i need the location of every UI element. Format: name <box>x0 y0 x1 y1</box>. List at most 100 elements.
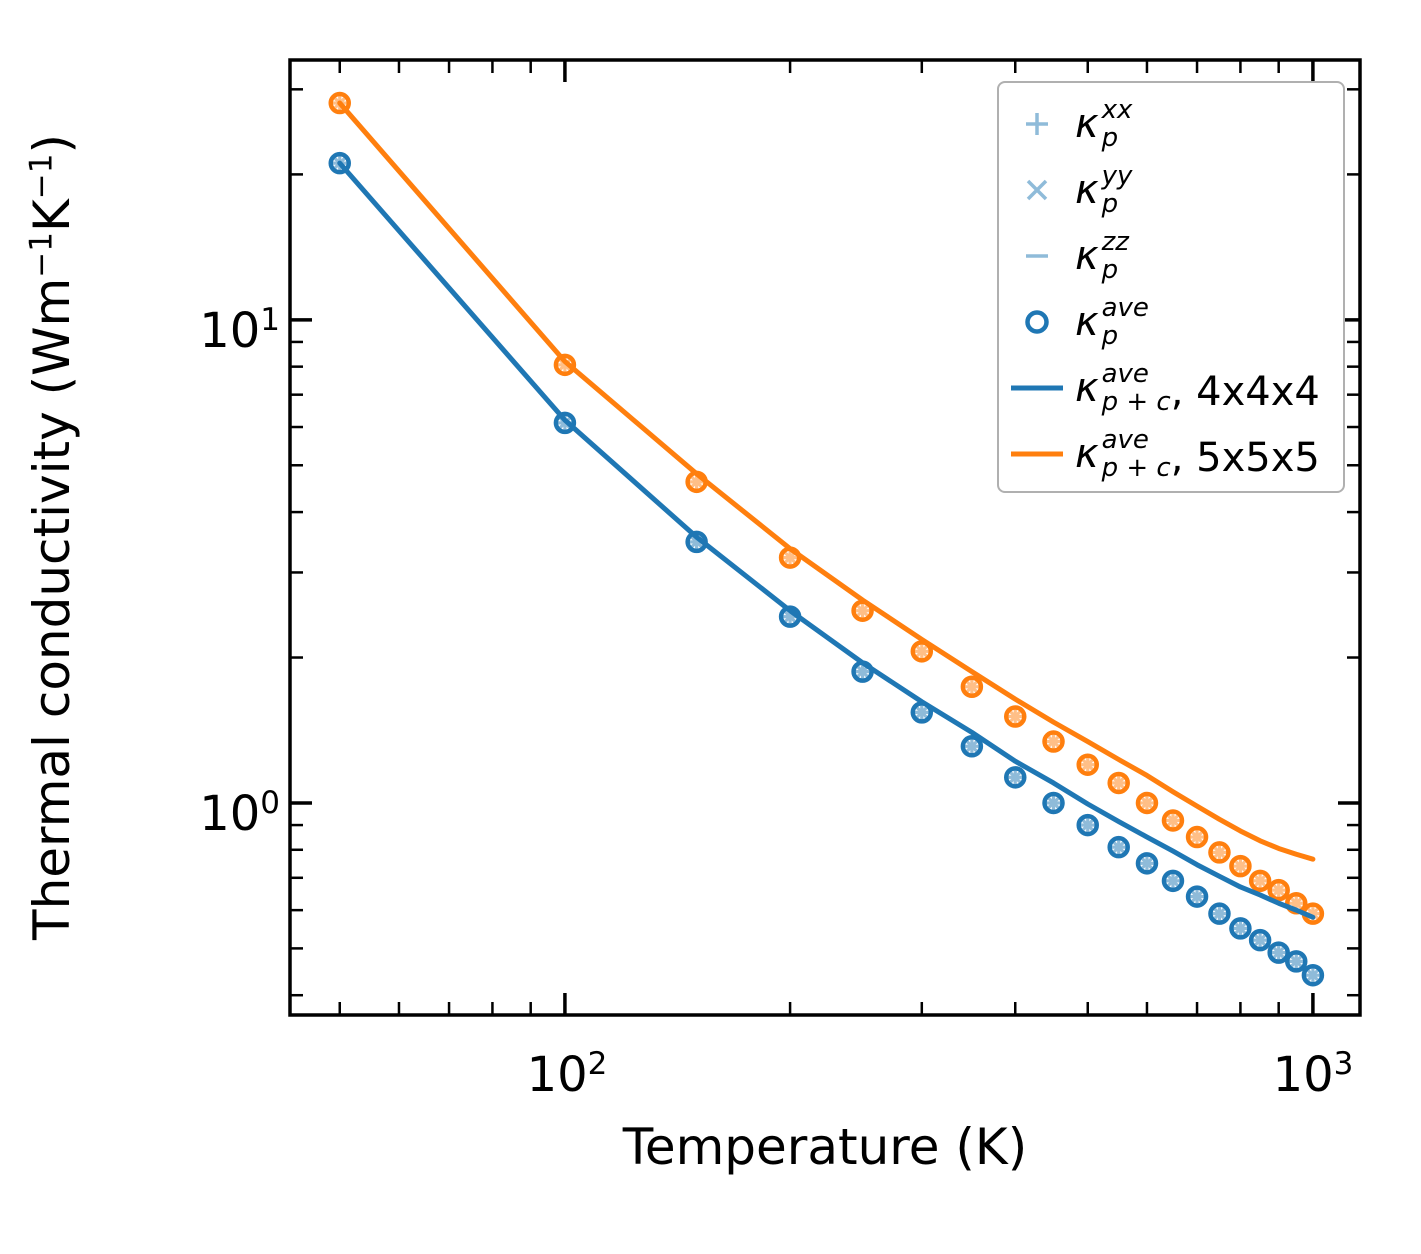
kappa-subscript: p <box>1101 321 1119 351</box>
legend-marker-cell <box>999 168 1075 212</box>
kappa-superscript: ave <box>1101 292 1149 323</box>
marker-components-star-5x5x5 <box>1047 735 1060 748</box>
marker-ave-circle-4x4x4 <box>1301 963 1325 987</box>
marker-ave-circle-5x5x5 <box>1042 730 1065 753</box>
marker-components-star-5x5x5 <box>1009 710 1022 723</box>
marker-components-star-5x5x5 <box>1166 814 1180 827</box>
legend-item-yy: κ yy p <box>999 157 1343 223</box>
kappa-superscript: yy <box>1101 160 1133 191</box>
marker-ave-circle-5x5x5 <box>328 91 352 115</box>
marker-components-star-5x5x5 <box>915 645 929 658</box>
kappa-symbol: κ <box>1075 101 1099 147</box>
marker-ave-circle-4x4x4 <box>1042 791 1065 815</box>
dash-marker-icon <box>1026 254 1048 258</box>
legend-item-ave: κ ave p <box>999 289 1343 355</box>
marker-ave-circle-5x5x5 <box>1135 791 1159 815</box>
marker-components-star-5x5x5 <box>1272 883 1285 897</box>
marker-ave-circle-4x4x4 <box>1135 852 1159 875</box>
kappa-subscript: p + c <box>1101 453 1171 483</box>
kappa-sup-sub-stack: ave p + c <box>1102 360 1171 416</box>
marker-ave-circle-5x5x5 <box>1004 705 1027 728</box>
y-axis-label: Thermal conductivity (Wm−1K−1) <box>23 134 81 940</box>
kappa-sup-sub-stack: ave p <box>1102 294 1149 350</box>
legend-item-label: κ ave p <box>1075 294 1149 350</box>
marker-ave-circle-4x4x4 <box>1161 869 1185 893</box>
marker-components-star-5x5x5 <box>965 680 979 693</box>
marker-ave-circle-5x5x5 <box>960 675 984 698</box>
legend-item-label: κ xx p <box>1075 96 1132 152</box>
marker-ave-circle-4x4x4 <box>328 151 352 175</box>
cross-marker-icon <box>1026 179 1048 201</box>
marker-components-star-5x5x5 <box>1112 776 1125 790</box>
legend-item-ave-5x5x5: κ ave p + c, 5x5x5 <box>999 421 1343 487</box>
legend-item-label: κ ave p + c, 4x4x4 <box>1075 360 1320 416</box>
marker-components-star-4x4x4 <box>1081 818 1094 832</box>
marker-ave-circle-4x4x4 <box>960 735 984 758</box>
marker-components-star-4x4x4 <box>1234 922 1247 935</box>
legend-marker-cell <box>999 102 1075 146</box>
legend-item-label: κ ave p + c, 5x5x5 <box>1075 426 1320 482</box>
marker-components-star-4x4x4 <box>1140 857 1154 870</box>
kappa-symbol: κ <box>1075 167 1099 213</box>
y-tick-label-1: 100 <box>199 785 280 842</box>
marker-components-star-4x4x4 <box>965 740 979 753</box>
marker-components-star-4x4x4 <box>1047 796 1060 810</box>
kappa-subscript: p <box>1101 123 1119 153</box>
marker-components-star-5x5x5 <box>1190 830 1204 844</box>
marker-ave-circle-4x4x4 <box>1185 885 1209 908</box>
kappa-subscript: p <box>1101 189 1119 219</box>
marker-components-star-5x5x5 <box>1213 846 1226 859</box>
marker-components-star-5x5x5 <box>1234 859 1247 873</box>
marker-components-star-4x4x4 <box>1272 946 1285 959</box>
marker-components-star-5x5x5 <box>856 604 869 617</box>
legend-box: κ xx p κ yy p κ zz p κ ave p κ ave p + c, 4x4x4 κ ave p +… <box>997 81 1345 493</box>
marker-ave-circle-4x4x4 <box>1267 941 1290 964</box>
kappa-sup-sub-stack: yy p <box>1102 162 1133 218</box>
legend-item-label: κ yy p <box>1075 162 1132 218</box>
marker-ave-circle-4x4x4 <box>1076 813 1099 837</box>
marker-components-star-4x4x4 <box>1213 907 1226 920</box>
legend-suffix: , 5x5x5 <box>1170 435 1320 481</box>
kappa-sup-sub-stack: ave p + c <box>1102 426 1171 482</box>
line-marker-icon <box>1011 385 1063 391</box>
marker-components-star-4x4x4 <box>1306 968 1320 982</box>
marker-components-star-5x5x5 <box>1253 874 1267 888</box>
marker-components-star-4x4x4 <box>1112 840 1125 854</box>
marker-ave-circle-4x4x4 <box>1107 835 1130 859</box>
marker-ave-circle-5x5x5 <box>1107 771 1130 795</box>
marker-ave-circle-4x4x4 <box>1229 917 1252 940</box>
kappa-superscript: zz <box>1101 226 1129 257</box>
kappa-subscript: p <box>1101 255 1119 285</box>
legend-item-ave-4x4x4: κ ave p + c, 4x4x4 <box>999 355 1343 421</box>
legend-item-xx: κ xx p <box>999 91 1343 157</box>
marker-ave-circle-5x5x5 <box>1208 841 1231 864</box>
x-axis-label: Temperature (K) <box>622 1118 1028 1176</box>
marker-components-star-5x5x5 <box>1140 796 1154 810</box>
marker-components-star-4x4x4 <box>1009 771 1022 784</box>
kappa-symbol: κ <box>1075 233 1099 279</box>
circle-marker-icon <box>1025 310 1049 334</box>
marker-ave-circle-5x5x5 <box>1185 825 1209 849</box>
plus-marker-icon <box>1026 113 1048 135</box>
kappa-superscript: xx <box>1101 94 1133 125</box>
axes-frame <box>288 58 1362 1017</box>
marker-ave-circle-4x4x4 <box>1004 766 1027 789</box>
marker-components-star-5x5x5 <box>1081 758 1094 771</box>
marker-ave-circle-4x4x4 <box>1248 928 1272 952</box>
marker-ave-circle-4x4x4 <box>1284 950 1308 973</box>
marker-ave-circle-5x5x5 <box>1229 854 1252 878</box>
x-tick-label-1000: 103 <box>1272 1046 1354 1103</box>
legend-marker-cell <box>999 432 1075 476</box>
line-marker-icon <box>1011 451 1063 457</box>
kappa-subscript: p + c <box>1101 387 1171 417</box>
legend-suffix: , 4x4x4 <box>1170 369 1320 415</box>
legend-item-zz: κ zz p <box>999 223 1343 289</box>
kappa-superscript: ave <box>1101 424 1149 455</box>
legend-marker-cell <box>999 234 1075 278</box>
legend-marker-cell <box>999 300 1075 344</box>
marker-ave-circle-5x5x5 <box>1248 869 1272 893</box>
marker-components-star-4x4x4 <box>915 706 929 719</box>
marker-ave-circle-4x4x4 <box>1208 902 1231 925</box>
